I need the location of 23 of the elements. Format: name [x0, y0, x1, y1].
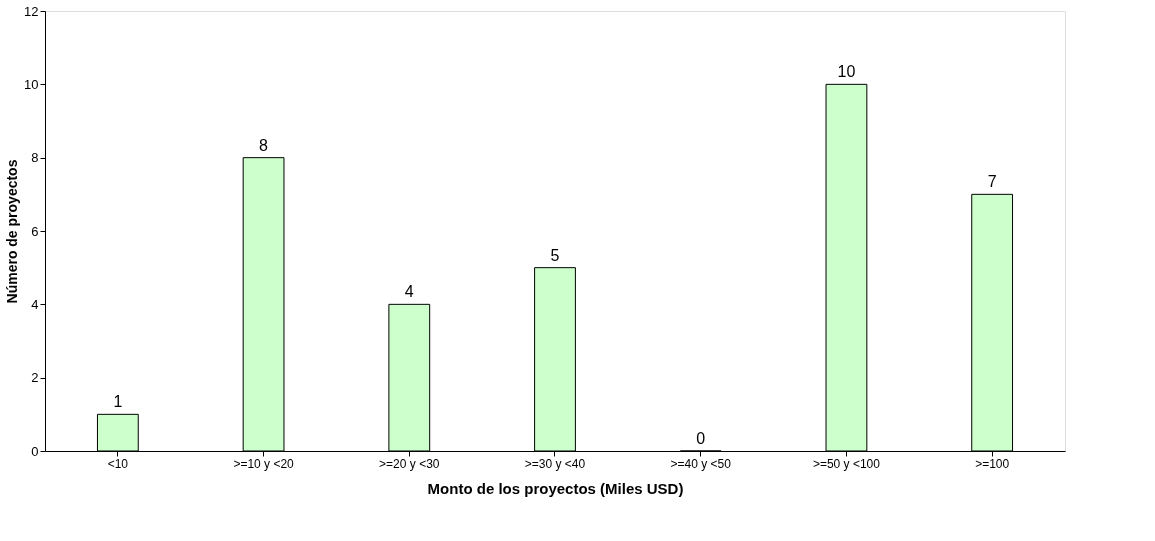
y-tick-label: 0 — [31, 443, 39, 459]
y-tick-label: 12 — [24, 3, 39, 19]
data-label: 0 — [696, 430, 706, 447]
x-tick-label: >=20 y <30 — [379, 456, 440, 471]
x-tick-label: >=30 y <40 — [524, 456, 586, 471]
x-tick-label: <10 — [107, 456, 129, 471]
data-label: 8 — [259, 136, 269, 154]
data-label: 7 — [987, 173, 997, 191]
data-label: 10 — [837, 63, 856, 81]
data-label: 4 — [404, 283, 414, 301]
x-tick-label: >=50 y <100 — [812, 456, 881, 471]
y-tick-label: 4 — [31, 296, 39, 312]
data-label: 5 — [550, 246, 560, 264]
x-tick-label: >=100 — [975, 456, 1010, 471]
y-tick-label: 8 — [31, 150, 39, 166]
x-tick-label: >=10 y <20 — [233, 456, 295, 471]
y-axis-title: Número de proyectos — [4, 159, 21, 304]
y-tick-label: 6 — [31, 223, 39, 239]
y-tick-label: 2 — [31, 370, 39, 386]
x-axis-title: Monto de los proyectos (Miles USD) — [427, 479, 684, 497]
data-label: 1 — [113, 393, 123, 411]
y-tick-label: 10 — [24, 76, 39, 92]
x-tick-label: >=40 y <50 — [670, 456, 732, 471]
